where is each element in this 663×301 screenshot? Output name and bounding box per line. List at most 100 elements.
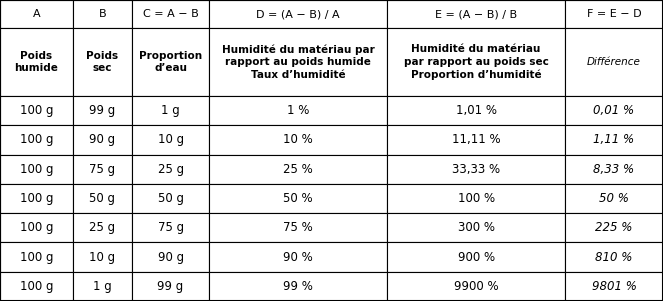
Bar [0, 242, 73, 272]
Text: Humidité du matériau par
rapport au poids humide
Taux d’humidité: Humidité du matériau par rapport au poid… [222, 45, 375, 80]
Text: 11,11 %: 11,11 % [452, 133, 501, 147]
Text: 100 g: 100 g [20, 221, 53, 234]
Bar [210, 184, 387, 213]
Bar [565, 184, 663, 213]
Bar [387, 125, 565, 155]
Bar [73, 213, 132, 242]
Bar [210, 0, 387, 28]
Text: Poids
humide: Poids humide [15, 51, 58, 73]
Bar [387, 272, 565, 301]
Text: 99 g: 99 g [90, 104, 115, 117]
Text: 100 g: 100 g [20, 280, 53, 293]
Text: 75 g: 75 g [90, 163, 115, 176]
Bar [132, 184, 210, 213]
Text: Proportion
d’eau: Proportion d’eau [139, 51, 202, 73]
Text: 8,33 %: 8,33 % [593, 163, 634, 176]
Text: 300 %: 300 % [457, 221, 495, 234]
Bar [132, 242, 210, 272]
Text: 99 %: 99 % [283, 280, 313, 293]
Bar [0, 28, 73, 96]
Bar [132, 213, 210, 242]
Text: 9900 %: 9900 % [453, 280, 499, 293]
Bar [387, 242, 565, 272]
Bar [73, 242, 132, 272]
Text: 900 %: 900 % [457, 250, 495, 264]
Bar [387, 155, 565, 184]
Text: F = E − D: F = E − D [587, 9, 641, 19]
Text: 90 g: 90 g [90, 133, 115, 147]
Bar [73, 28, 132, 96]
Text: 100 %: 100 % [457, 192, 495, 205]
Text: 25 g: 25 g [158, 163, 184, 176]
Bar [210, 272, 387, 301]
Text: 0,01 %: 0,01 % [593, 104, 634, 117]
Bar [73, 0, 132, 28]
Bar [73, 184, 132, 213]
Text: Poids
sec: Poids sec [86, 51, 119, 73]
Text: 10 %: 10 % [283, 133, 313, 147]
Bar [210, 155, 387, 184]
Bar [565, 0, 663, 28]
Bar [387, 213, 565, 242]
Text: 100 g: 100 g [20, 133, 53, 147]
Bar [565, 272, 663, 301]
Text: A: A [32, 9, 40, 19]
Bar [73, 155, 132, 184]
Text: 99 g: 99 g [157, 280, 184, 293]
Bar [0, 96, 73, 125]
Bar [387, 184, 565, 213]
Bar [565, 213, 663, 242]
Text: 10 g: 10 g [158, 133, 184, 147]
Text: 1 g: 1 g [93, 280, 112, 293]
Bar [0, 213, 73, 242]
Bar [73, 272, 132, 301]
Text: C = A − B: C = A − B [143, 9, 198, 19]
Bar [132, 125, 210, 155]
Bar [565, 155, 663, 184]
Text: 100 g: 100 g [20, 104, 53, 117]
Text: 50 g: 50 g [158, 192, 184, 205]
Text: 10 g: 10 g [90, 250, 115, 264]
Bar [210, 28, 387, 96]
Text: 100 g: 100 g [20, 192, 53, 205]
Text: 1 %: 1 % [287, 104, 310, 117]
Text: 810 %: 810 % [595, 250, 633, 264]
Bar [565, 96, 663, 125]
Text: 90 g: 90 g [158, 250, 184, 264]
Bar [210, 242, 387, 272]
Bar [210, 125, 387, 155]
Text: 50 %: 50 % [284, 192, 313, 205]
Text: 25 %: 25 % [283, 163, 313, 176]
Bar [565, 242, 663, 272]
Text: 50 g: 50 g [90, 192, 115, 205]
Text: 1,01 %: 1,01 % [455, 104, 497, 117]
Bar [0, 272, 73, 301]
Bar [73, 96, 132, 125]
Bar [132, 272, 210, 301]
Bar [0, 125, 73, 155]
Text: Différence: Différence [587, 57, 641, 67]
Text: 25 g: 25 g [90, 221, 115, 234]
Text: Humidité du matériau
par rapport au poids sec
Proportion d’humidité: Humidité du matériau par rapport au poid… [404, 45, 548, 80]
Bar [210, 213, 387, 242]
Text: 9801 %: 9801 % [591, 280, 636, 293]
Bar [132, 28, 210, 96]
Bar [73, 125, 132, 155]
Bar [132, 96, 210, 125]
Bar [132, 0, 210, 28]
Bar [0, 0, 73, 28]
Text: 33,33 %: 33,33 % [452, 163, 500, 176]
Text: B: B [99, 9, 106, 19]
Text: 90 %: 90 % [283, 250, 313, 264]
Bar [387, 96, 565, 125]
Text: 100 g: 100 g [20, 250, 53, 264]
Text: 75 g: 75 g [158, 221, 184, 234]
Bar [565, 28, 663, 96]
Bar [132, 155, 210, 184]
Bar [0, 155, 73, 184]
Bar [0, 184, 73, 213]
Text: 50 %: 50 % [599, 192, 629, 205]
Text: 1,11 %: 1,11 % [593, 133, 634, 147]
Bar [387, 0, 565, 28]
Bar [387, 28, 565, 96]
